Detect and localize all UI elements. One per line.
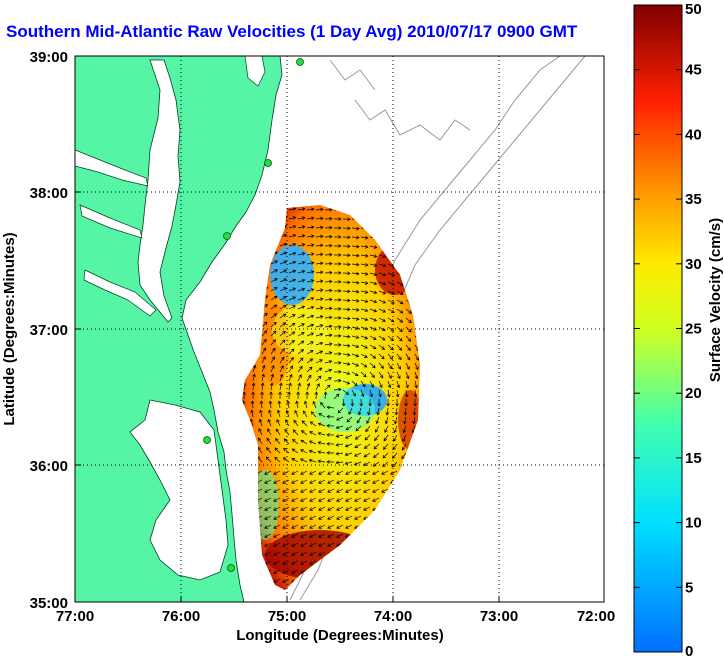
- colorbar-tick-label: 0: [685, 643, 693, 659]
- x-tick-label: 77:00: [56, 608, 94, 625]
- y-tick-label: 35:00: [30, 595, 68, 612]
- colorbar-tick-label: 35: [685, 191, 702, 208]
- colorbar-label: Surface Velocity (cm/s): [707, 218, 724, 382]
- x-axis-label: Longitude (Degrees:Minutes): [236, 627, 444, 644]
- colorbar-tick-label: 25: [685, 321, 702, 338]
- james-river: [83, 269, 157, 317]
- colorbar: [633, 4, 683, 653]
- station-marker: [223, 232, 231, 240]
- colorbar-tick-label: 10: [685, 515, 702, 532]
- rappahannock-river: [79, 204, 143, 239]
- grid-lines: [75, 56, 604, 602]
- delaware-bay: [244, 56, 266, 87]
- colorbar-tick-label: 40: [685, 126, 702, 143]
- y-tick-label: 38:00: [30, 185, 68, 202]
- y-axis-label: Latitude (Degrees:Minutes): [1, 232, 18, 425]
- station-marker: [203, 436, 211, 444]
- potomac-river: [75, 149, 149, 187]
- hf-radar-stations: [203, 58, 304, 572]
- colorbar-tick-label: 5: [685, 579, 693, 596]
- x-tick-label: 76:00: [162, 608, 200, 625]
- map-title: Southern Mid-Atlantic Raw Velocities (1 …: [6, 22, 578, 41]
- x-tick-label: 73:00: [480, 608, 518, 625]
- colorbar-tick-label: 30: [685, 256, 702, 273]
- colorbar-tick-label: 15: [685, 450, 702, 467]
- station-marker: [227, 564, 235, 572]
- colorbar-tick-label: 50: [685, 1, 702, 18]
- station-marker: [296, 58, 304, 66]
- axis-ticks: [74, 55, 605, 603]
- y-tick-label: 37:00: [30, 322, 68, 339]
- chesapeake-bay: [137, 59, 181, 323]
- colorbar-tick-label: 20: [685, 385, 702, 402]
- colorbar-tick-label: 45: [685, 62, 702, 79]
- x-tick-label: 74:00: [374, 608, 412, 625]
- x-tick-label: 72:00: [577, 608, 615, 625]
- pamlico-sound: [129, 399, 229, 581]
- station-marker: [264, 159, 272, 167]
- y-tick-label: 36:00: [30, 458, 68, 475]
- land-mass: [75, 56, 283, 602]
- x-tick-label: 75:00: [268, 608, 306, 625]
- y-tick-label: 39:00: [30, 49, 68, 66]
